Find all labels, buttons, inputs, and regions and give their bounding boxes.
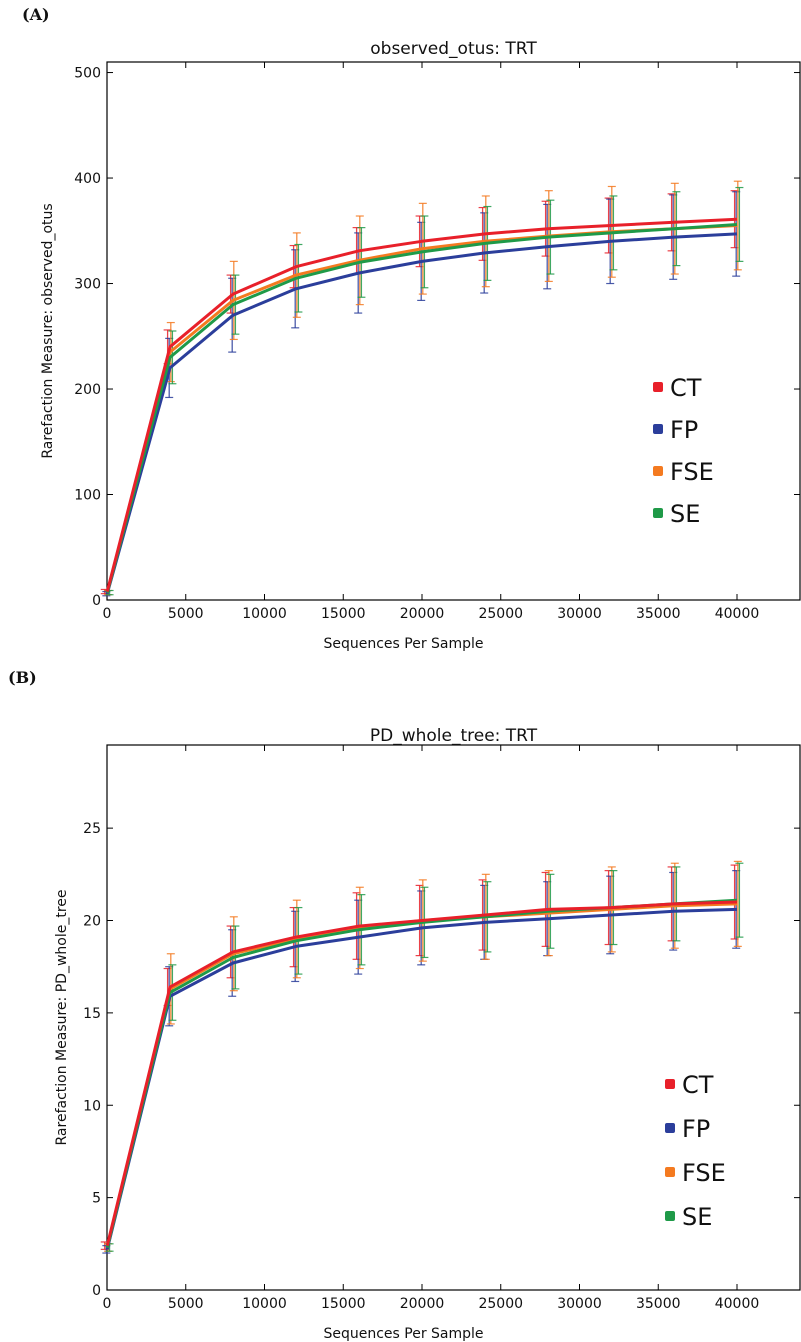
x-tick-label: 20000 (400, 1296, 445, 1312)
legend-marker-fp (653, 424, 663, 434)
series-line-ct (105, 900, 738, 1247)
panel-label-b: (B) (8, 668, 37, 687)
series-line-fp (105, 232, 738, 595)
legend-marker-ct (665, 1079, 675, 1089)
y-tick-label: 100 (74, 488, 101, 504)
legend-label-se: SE (670, 500, 700, 528)
x-tick-label: 35000 (636, 1296, 681, 1312)
x-tick-label: 0 (103, 606, 112, 622)
y-tick-label: 5 (92, 1191, 101, 1207)
plot-frame (106, 61, 801, 601)
legend-label-fse: FSE (682, 1159, 726, 1187)
x-tick-label: 25000 (478, 1296, 523, 1312)
x-tick-label: 40000 (715, 1296, 760, 1312)
x-tick-label: 10000 (242, 606, 287, 622)
x-tick-label: 35000 (636, 606, 681, 622)
legend-label-ct: CT (682, 1071, 714, 1099)
x-axis-label: Sequences Per Sample (323, 636, 483, 652)
y-tick-label: 0 (92, 593, 101, 609)
y-tick-label: 500 (74, 66, 101, 82)
series-line-ct (105, 217, 738, 592)
y-tick-label: 200 (74, 382, 101, 398)
y-tick-label: 0 (92, 1283, 101, 1299)
y-tick-label: 300 (74, 277, 101, 293)
legend-marker-ct (653, 382, 663, 392)
legend-marker-se (665, 1211, 675, 1221)
x-tick-label: 5000 (168, 1296, 204, 1312)
legend-marker-fp (665, 1123, 675, 1133)
chart-pd-whole-tree: PD_whole_tree: TRT 0 5000 10000 15000 20000 25… (54, 726, 801, 1342)
chart-title: PD_whole_tree: TRT (370, 726, 538, 746)
x-tick-label: 5000 (168, 606, 204, 622)
x-tick-label: 20000 (400, 606, 445, 622)
plot-frame (106, 744, 801, 1291)
x-tick-label: 25000 (478, 606, 523, 622)
y-tick-label: 20 (83, 914, 101, 930)
x-tick-label: 40000 (715, 606, 760, 622)
series-line-se (105, 898, 738, 1248)
x-tick-label: 30000 (557, 1296, 602, 1312)
series-line-fp (105, 907, 738, 1250)
legend-marker-fse (665, 1167, 675, 1177)
y-axis-label: Rarefaction Measure: observed_otus (40, 203, 56, 458)
legend-label-fp: FP (682, 1115, 710, 1143)
legend-label-fp: FP (670, 416, 698, 444)
x-tick-label: 15000 (321, 1296, 366, 1312)
y-tick-label: 400 (74, 171, 101, 187)
legend-marker-fse (653, 466, 663, 476)
y-tick-label: 25 (83, 821, 101, 837)
x-tick-label: 10000 (242, 1296, 287, 1312)
x-tick-label: 0 (103, 1296, 112, 1312)
series-line-fse (105, 224, 738, 593)
panel-label-a: (A) (22, 5, 50, 24)
x-tick-label: 30000 (557, 606, 602, 622)
legend-label-fse: FSE (670, 458, 714, 486)
y-tick-label: 15 (83, 1006, 101, 1022)
legend-label-se: SE (682, 1203, 712, 1231)
x-tick-label: 15000 (321, 606, 366, 622)
series-line-se (105, 223, 738, 593)
y-axis-label: Rarefaction Measure: PD_whole_tree (54, 890, 70, 1146)
x-axis-label: Sequences Per Sample (323, 1326, 483, 1342)
y-tick-label: 10 (83, 1098, 101, 1114)
legend-marker-se (653, 508, 663, 518)
legend-label-ct: CT (670, 374, 702, 402)
chart-title: observed_otus: TRT (370, 39, 537, 59)
